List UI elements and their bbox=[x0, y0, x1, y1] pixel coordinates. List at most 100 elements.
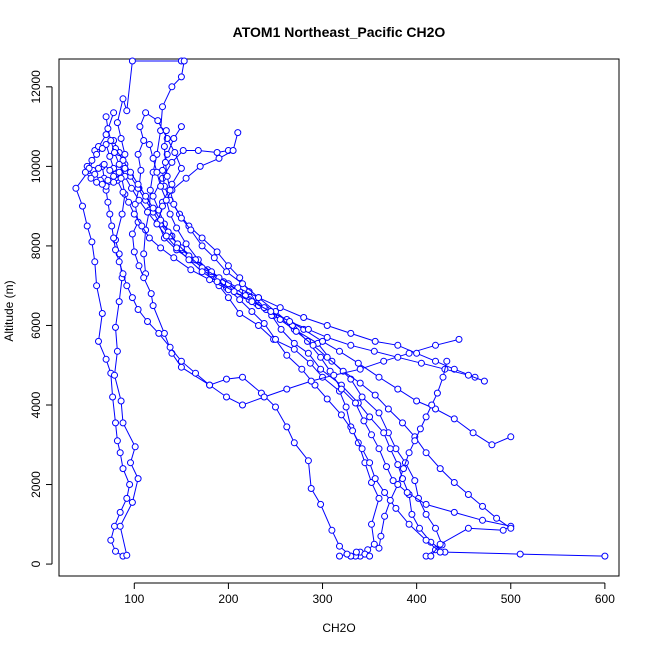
data-point bbox=[177, 214, 185, 222]
data-point bbox=[110, 172, 118, 180]
data-point bbox=[115, 298, 123, 306]
data-point bbox=[135, 196, 143, 204]
y-tick-label: 8000 bbox=[29, 232, 43, 259]
data-point bbox=[157, 182, 165, 190]
data-point bbox=[443, 357, 451, 365]
data-point bbox=[317, 365, 325, 373]
data-point bbox=[432, 524, 439, 532]
data-point bbox=[394, 341, 402, 349]
data-point bbox=[309, 341, 317, 349]
data-point bbox=[128, 57, 136, 65]
data-point bbox=[119, 188, 127, 196]
data-point bbox=[336, 552, 343, 560]
data-point bbox=[98, 180, 106, 188]
data-point bbox=[375, 544, 383, 552]
data-point bbox=[119, 419, 127, 427]
data-point bbox=[337, 411, 345, 419]
data-point bbox=[116, 508, 124, 516]
data-point bbox=[304, 349, 312, 357]
data-point bbox=[272, 335, 279, 343]
data-point bbox=[177, 363, 185, 371]
data-point bbox=[173, 244, 181, 252]
data-point bbox=[400, 465, 407, 473]
data-point bbox=[368, 520, 375, 528]
data-point bbox=[127, 459, 134, 467]
data-point bbox=[166, 186, 174, 194]
data-point bbox=[239, 280, 246, 288]
series-line bbox=[163, 130, 513, 557]
data-point bbox=[106, 152, 114, 160]
series-profile bbox=[336, 548, 374, 560]
data-point bbox=[394, 481, 402, 488]
data-point bbox=[366, 552, 374, 560]
data-point bbox=[100, 160, 108, 168]
series-profile bbox=[98, 162, 463, 409]
data-point bbox=[450, 479, 458, 486]
data-point bbox=[464, 524, 472, 532]
data-point bbox=[317, 353, 325, 361]
data-point bbox=[106, 210, 114, 218]
data-point bbox=[323, 353, 331, 361]
data-point bbox=[93, 178, 101, 186]
data-point bbox=[163, 150, 171, 158]
chart-title: ATOM1 Northeast_Pacific CH2O bbox=[233, 24, 446, 40]
data-point bbox=[104, 198, 112, 206]
data-point bbox=[223, 375, 230, 383]
data-point bbox=[413, 349, 421, 357]
data-point bbox=[323, 395, 331, 403]
y-tick-label: 4000 bbox=[29, 391, 43, 418]
data-point bbox=[307, 377, 315, 385]
x-tick-label: 500 bbox=[501, 592, 521, 606]
data-point bbox=[283, 385, 291, 393]
data-point bbox=[370, 540, 378, 548]
data-point bbox=[140, 274, 148, 282]
data-point bbox=[307, 485, 315, 492]
data-point bbox=[119, 95, 127, 103]
data-point bbox=[356, 365, 364, 373]
data-point bbox=[433, 389, 441, 397]
data-point bbox=[118, 210, 126, 218]
data-point bbox=[93, 150, 101, 158]
data-point bbox=[384, 405, 392, 413]
data-point bbox=[102, 113, 110, 121]
data-point bbox=[163, 172, 171, 180]
data-point bbox=[304, 457, 312, 465]
data-point bbox=[290, 439, 298, 447]
data-point bbox=[480, 377, 488, 385]
y-tick-label: 2000 bbox=[29, 471, 43, 498]
data-point bbox=[125, 198, 133, 206]
data-point bbox=[223, 268, 230, 276]
data-point bbox=[115, 168, 123, 176]
data-point bbox=[298, 365, 306, 373]
data-point bbox=[469, 429, 477, 437]
data-point bbox=[336, 347, 343, 355]
data-point bbox=[366, 413, 374, 421]
data-point bbox=[146, 186, 154, 194]
data-point bbox=[352, 548, 360, 556]
series-line bbox=[378, 361, 448, 549]
data-point bbox=[455, 335, 463, 343]
data-point bbox=[182, 240, 190, 248]
data-point bbox=[375, 494, 383, 502]
data-point bbox=[121, 164, 129, 172]
data-point bbox=[601, 552, 609, 560]
data-point bbox=[394, 353, 402, 361]
y-tick-label: 10000 bbox=[29, 149, 43, 183]
data-point bbox=[166, 343, 174, 351]
data-point bbox=[179, 147, 187, 154]
data-point bbox=[116, 522, 124, 530]
data-point bbox=[182, 174, 190, 182]
y-axis-label: Altitude (m) bbox=[2, 280, 16, 341]
series-profile bbox=[160, 127, 515, 560]
data-point bbox=[255, 294, 262, 302]
y-tick-label: 12000 bbox=[29, 70, 43, 104]
data-point bbox=[381, 512, 389, 520]
data-point bbox=[145, 234, 153, 242]
data-point bbox=[136, 123, 144, 131]
data-point bbox=[131, 443, 139, 451]
data-point bbox=[428, 401, 436, 409]
data-point bbox=[392, 504, 400, 512]
data-point bbox=[411, 437, 419, 445]
data-point bbox=[215, 154, 223, 162]
data-point bbox=[117, 174, 125, 182]
